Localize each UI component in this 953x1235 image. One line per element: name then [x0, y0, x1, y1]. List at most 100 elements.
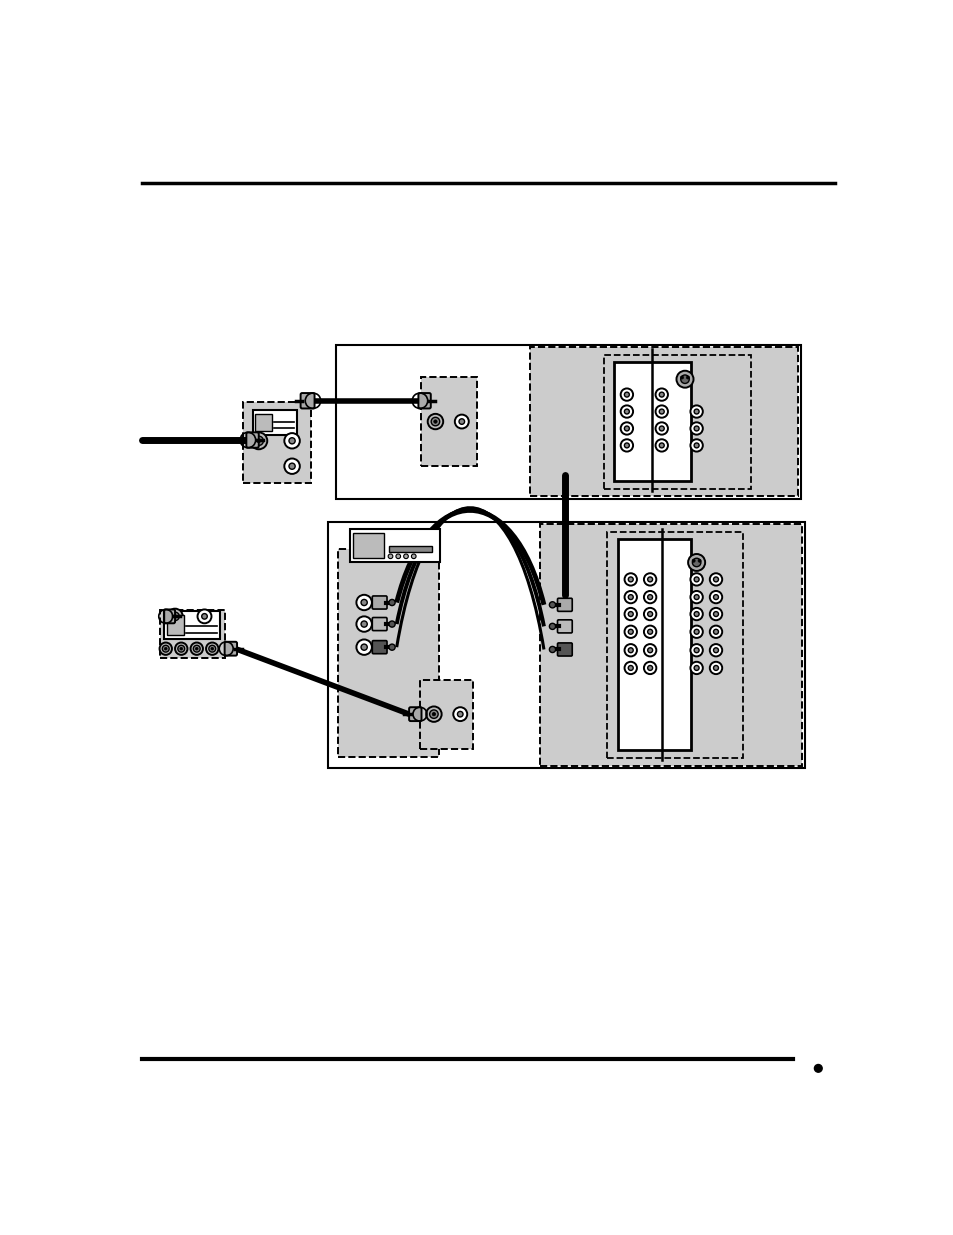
Circle shape — [360, 645, 367, 651]
Circle shape — [709, 608, 721, 620]
Circle shape — [713, 577, 718, 582]
Circle shape — [284, 458, 299, 474]
Circle shape — [289, 463, 294, 469]
Bar — [539, 524, 801, 766]
Circle shape — [624, 592, 637, 603]
Bar — [421, 377, 476, 466]
FancyBboxPatch shape — [418, 393, 431, 409]
Circle shape — [709, 626, 721, 638]
Circle shape — [679, 375, 683, 379]
FancyBboxPatch shape — [409, 708, 421, 721]
Circle shape — [549, 646, 555, 652]
Circle shape — [549, 601, 555, 608]
Circle shape — [624, 608, 637, 620]
Circle shape — [256, 438, 260, 442]
Circle shape — [167, 609, 183, 624]
Circle shape — [628, 577, 633, 582]
Bar — [419, 679, 472, 748]
Circle shape — [709, 592, 721, 603]
Circle shape — [180, 647, 182, 650]
Circle shape — [690, 608, 702, 620]
Circle shape — [659, 426, 663, 431]
Circle shape — [250, 432, 267, 450]
Bar — [353, 534, 383, 558]
Circle shape — [173, 615, 176, 618]
Circle shape — [356, 616, 372, 632]
Circle shape — [624, 573, 637, 585]
Circle shape — [655, 440, 667, 452]
Circle shape — [647, 611, 652, 616]
Circle shape — [647, 594, 652, 599]
Circle shape — [624, 409, 629, 414]
Circle shape — [659, 409, 663, 414]
FancyBboxPatch shape — [372, 618, 387, 631]
Circle shape — [388, 555, 393, 558]
Circle shape — [713, 666, 718, 671]
Circle shape — [209, 646, 215, 652]
Circle shape — [620, 405, 633, 417]
Circle shape — [426, 706, 441, 721]
Circle shape — [698, 559, 700, 562]
Circle shape — [690, 422, 702, 435]
Circle shape — [694, 666, 699, 671]
Circle shape — [191, 642, 203, 655]
Circle shape — [692, 558, 700, 567]
Circle shape — [647, 666, 652, 671]
Bar — [617, 540, 691, 751]
Circle shape — [643, 662, 656, 674]
FancyBboxPatch shape — [372, 641, 387, 653]
Bar — [253, 410, 297, 435]
Circle shape — [395, 555, 400, 558]
Circle shape — [643, 645, 656, 656]
Bar — [164, 611, 220, 638]
Circle shape — [694, 648, 699, 653]
Circle shape — [389, 621, 395, 627]
Bar — [243, 403, 311, 483]
Circle shape — [690, 405, 702, 417]
FancyBboxPatch shape — [164, 609, 174, 624]
Circle shape — [655, 422, 667, 435]
Circle shape — [624, 426, 629, 431]
Circle shape — [647, 577, 652, 582]
Circle shape — [620, 389, 633, 401]
Circle shape — [432, 713, 436, 716]
Circle shape — [624, 645, 637, 656]
Circle shape — [197, 609, 212, 624]
Circle shape — [659, 443, 663, 448]
Bar — [613, 362, 691, 480]
Circle shape — [429, 710, 437, 719]
Circle shape — [164, 647, 167, 650]
Bar — [254, 414, 272, 431]
Circle shape — [643, 573, 656, 585]
Circle shape — [690, 626, 702, 638]
Circle shape — [690, 645, 702, 656]
Circle shape — [643, 626, 656, 638]
Circle shape — [628, 648, 633, 653]
Circle shape — [694, 409, 699, 414]
Circle shape — [455, 415, 468, 429]
FancyBboxPatch shape — [246, 432, 258, 448]
FancyBboxPatch shape — [557, 643, 572, 656]
Circle shape — [628, 666, 633, 671]
Circle shape — [628, 594, 633, 599]
Circle shape — [620, 440, 633, 452]
Circle shape — [356, 640, 372, 655]
Circle shape — [694, 630, 699, 635]
Circle shape — [694, 611, 699, 616]
Circle shape — [691, 559, 695, 562]
Bar — [337, 548, 438, 757]
Circle shape — [389, 599, 395, 605]
Circle shape — [411, 555, 416, 558]
FancyBboxPatch shape — [372, 597, 387, 609]
Circle shape — [686, 375, 689, 379]
Circle shape — [643, 608, 656, 620]
FancyBboxPatch shape — [557, 598, 572, 611]
Circle shape — [709, 645, 721, 656]
Bar — [350, 530, 439, 562]
Circle shape — [356, 595, 372, 610]
Circle shape — [389, 645, 395, 651]
Circle shape — [201, 614, 207, 619]
Circle shape — [694, 594, 699, 599]
Bar — [603, 354, 750, 489]
Circle shape — [713, 648, 718, 653]
